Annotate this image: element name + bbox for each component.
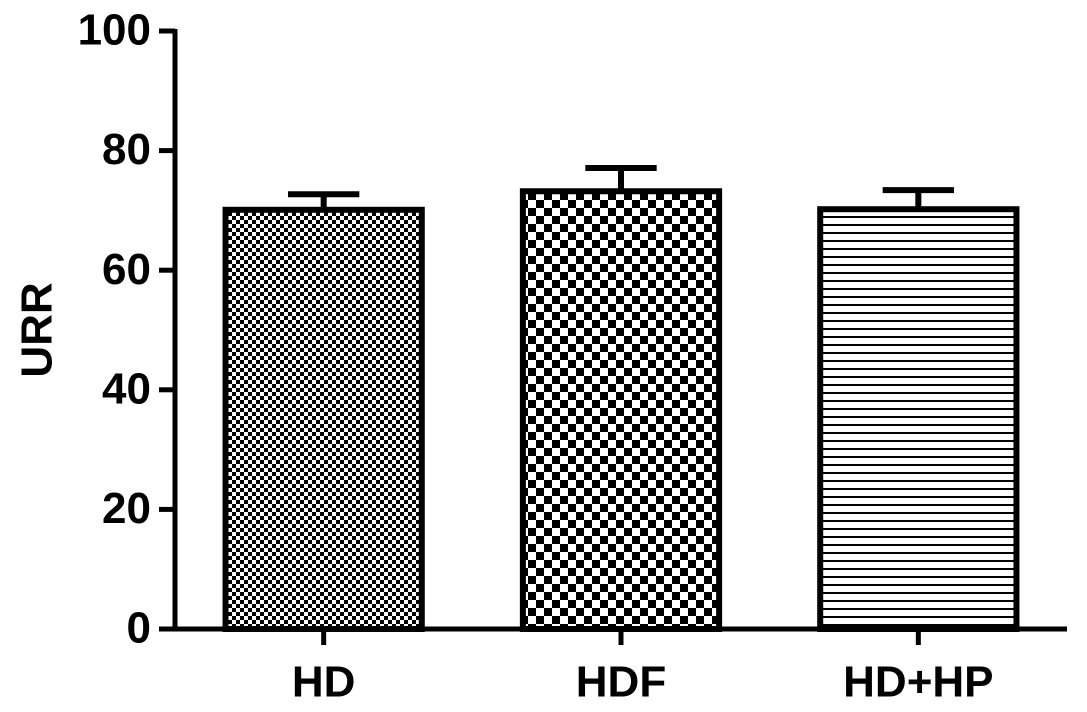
x-tick-label: HD (292, 658, 356, 707)
error-bar (585, 164, 657, 192)
error-bar (882, 187, 955, 210)
y-tick-label: 60 (102, 245, 151, 294)
y-tick-label: 40 (102, 364, 151, 413)
y-tick-label: 0 (127, 604, 151, 653)
y-tick-label: 20 (102, 484, 151, 533)
error-bar (287, 191, 360, 210)
bar (222, 206, 425, 632)
y-tick-label: 80 (102, 125, 151, 174)
x-tick-label: HD+HP (843, 658, 993, 707)
x-tick-label: HDF (576, 658, 666, 707)
y-axis-label: URR (13, 282, 62, 377)
y-tick-label: 100 (78, 6, 151, 55)
bar (817, 206, 1020, 632)
bar (519, 188, 723, 632)
